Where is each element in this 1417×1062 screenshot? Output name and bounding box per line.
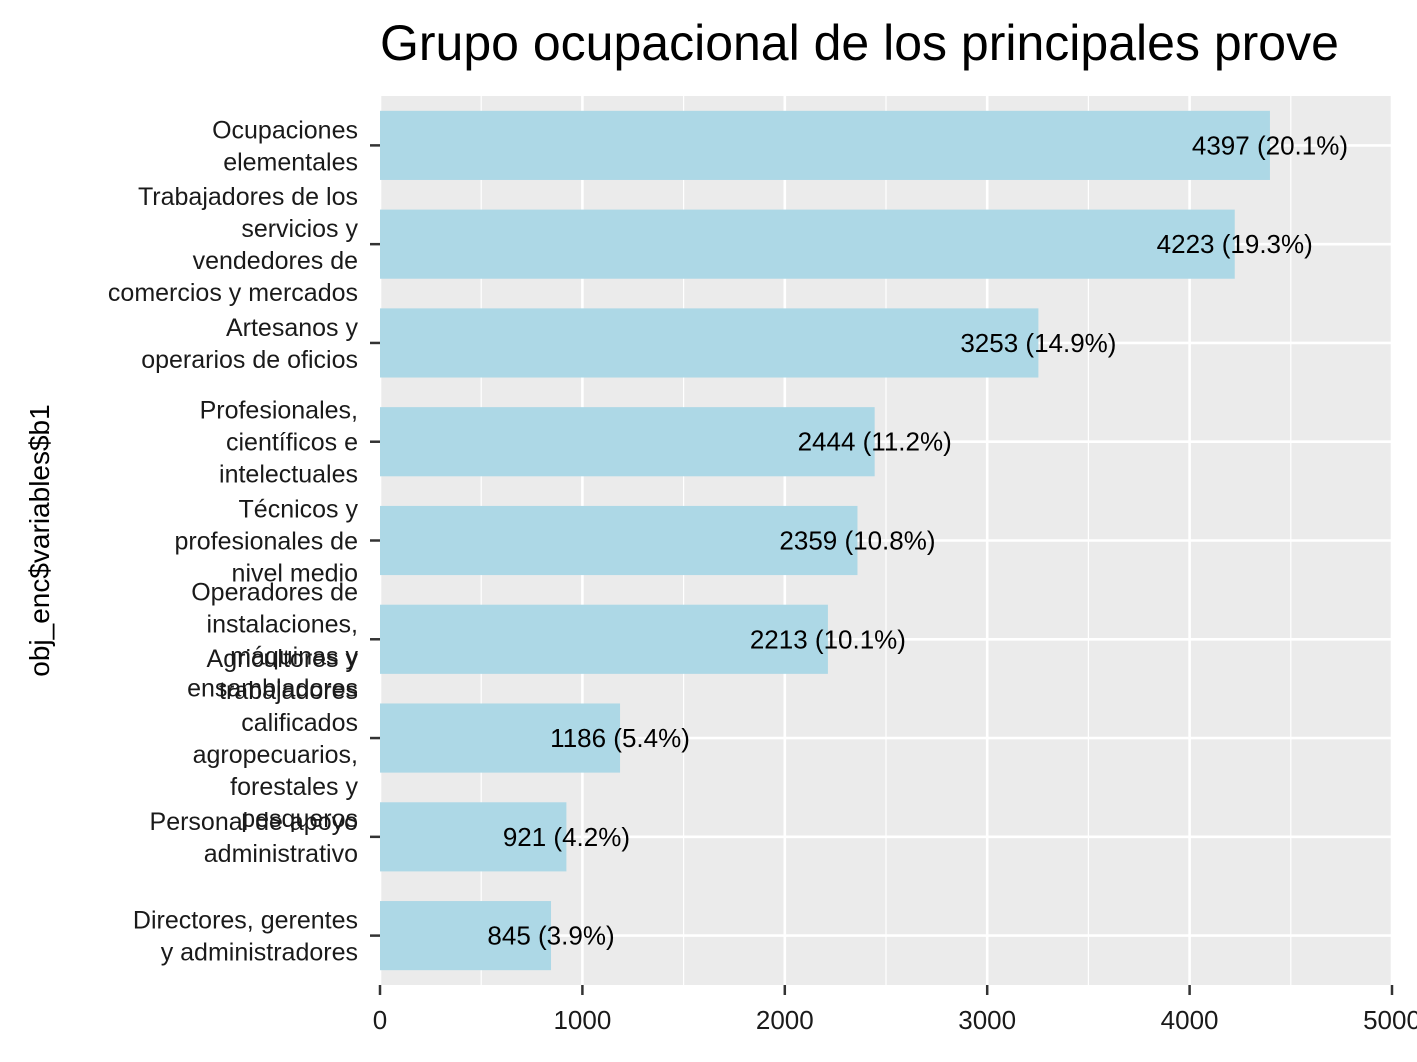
y-tick-label: Técnicos y bbox=[239, 496, 359, 524]
y-tick-label: forestales y bbox=[230, 773, 358, 801]
y-tick-label: vendedores de bbox=[193, 247, 358, 275]
y-axis-title: obj_enc$variables$b1 bbox=[24, 404, 55, 676]
y-tick-label: operarios de oficios bbox=[141, 346, 358, 374]
x-tick-label: 5000 bbox=[1363, 1005, 1417, 1035]
y-tick-label: Agricultores y bbox=[207, 645, 359, 673]
bar bbox=[380, 110, 1270, 180]
y-tick-label: comercios y mercados bbox=[108, 279, 358, 307]
y-tick-label: pesqueros bbox=[241, 805, 358, 833]
y-tick-label: Operadores de bbox=[191, 578, 358, 606]
bar bbox=[380, 901, 552, 971]
x-tick-label: 3000 bbox=[958, 1005, 1016, 1035]
y-tick-label: servicios y bbox=[241, 215, 358, 243]
data-label: 1186 (5.4%) bbox=[550, 723, 690, 753]
y-tick-label: Artesanos y bbox=[226, 314, 359, 342]
x-tick-label: 1000 bbox=[553, 1005, 611, 1035]
bar bbox=[380, 407, 875, 477]
y-tick-label: ensambladores bbox=[187, 674, 358, 702]
y-tick-label: intelectuales bbox=[219, 461, 358, 489]
data-label: 921 (4.2%) bbox=[503, 822, 630, 852]
data-label: 2444 (11.2%) bbox=[798, 427, 952, 457]
y-tick-label: nivel medio bbox=[232, 560, 358, 588]
data-label: 2213 (10.1%) bbox=[750, 624, 906, 654]
y-tick-label: calificados bbox=[241, 709, 358, 737]
x-tick-label: 4000 bbox=[1161, 1005, 1219, 1035]
bar bbox=[380, 308, 1039, 378]
bar bbox=[380, 209, 1235, 279]
y-tick-label: administrativo bbox=[204, 840, 358, 868]
y-tick-label: Profesionales, bbox=[200, 397, 358, 425]
y-tick-label: agropecuarios, bbox=[193, 741, 358, 769]
y-tick-label: científicos e bbox=[226, 429, 358, 457]
y-tick-label: Ocupaciones bbox=[212, 116, 358, 144]
bar bbox=[380, 802, 567, 872]
chart-title: Grupo ocupacional de los principales pro… bbox=[380, 15, 1339, 71]
data-label: 4223 (19.3%) bbox=[1157, 229, 1313, 259]
data-label: 2359 (10.8%) bbox=[779, 526, 935, 556]
bar bbox=[380, 505, 858, 576]
y-tick-label: Trabajadores de los bbox=[138, 183, 358, 211]
y-tick-label: Personal de apoyo bbox=[150, 808, 358, 836]
bar bbox=[380, 604, 828, 674]
y-tick-label: y administradores bbox=[161, 939, 358, 967]
x-tick-label: 2000 bbox=[756, 1005, 814, 1035]
x-tick-label: 0 bbox=[373, 1005, 387, 1035]
y-tick-label: Directores, gerentes bbox=[133, 907, 358, 935]
data-label: 3253 (14.9%) bbox=[960, 328, 1116, 358]
y-tick-label: profesionales de bbox=[175, 528, 358, 556]
y-tick-label: trabajadores bbox=[219, 677, 358, 705]
data-label: 845 (3.9%) bbox=[487, 921, 614, 951]
y-tick-label: instalaciones, bbox=[207, 610, 358, 638]
y-tick-label: máquinas y bbox=[230, 642, 358, 670]
bar bbox=[380, 703, 621, 773]
y-tick-label: elementales bbox=[223, 148, 358, 176]
data-label: 4397 (20.1%) bbox=[1192, 130, 1348, 160]
